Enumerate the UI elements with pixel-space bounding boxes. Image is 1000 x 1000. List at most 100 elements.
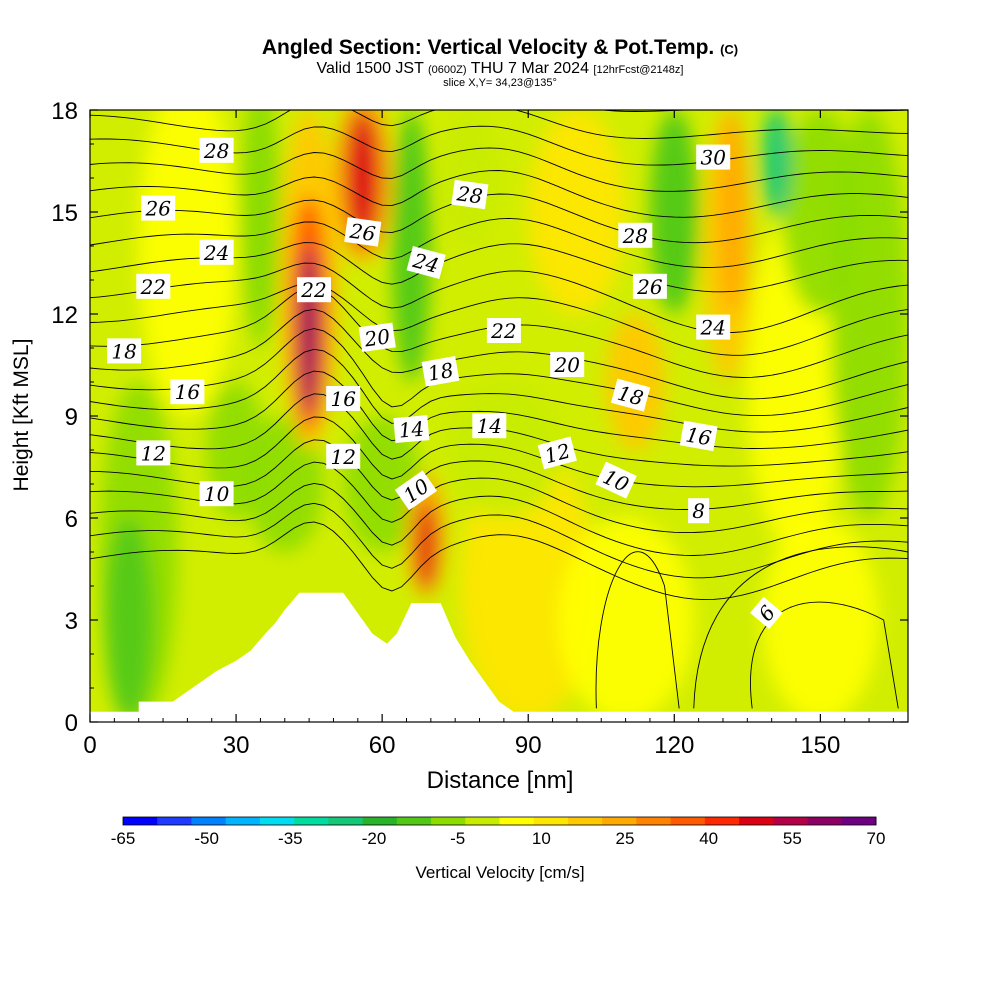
label-text: 12 (330, 445, 355, 469)
colorbar-swatch (773, 817, 809, 825)
x-tick-label: 60 (369, 732, 396, 759)
velocity-blob (528, 110, 626, 314)
colorbar-tick-label: 10 (532, 829, 551, 848)
y-tick-label: 0 (65, 710, 78, 737)
isentrope-line (90, 0, 908, 25)
isentrope-line (90, 20, 908, 68)
label-text: 18 (111, 339, 136, 363)
valid-date: THU 7 Mar 2024 (470, 60, 589, 77)
colorbar-tick-label: -35 (278, 829, 303, 848)
label-text: 26 (144, 197, 171, 221)
isentrope-label: 16 (326, 386, 361, 411)
colorbar-swatch (465, 817, 500, 825)
label-text: 20 (362, 324, 392, 351)
colorbar-swatch (704, 817, 740, 825)
units-mark: (C) (720, 42, 739, 57)
colorbar-frame (122, 816, 877, 826)
label-box (394, 470, 438, 511)
isentrope-label: 14 (393, 415, 430, 444)
label-box (406, 246, 446, 279)
colorbar-tick-label: -50 (194, 829, 219, 848)
isentrope-line (90, 217, 908, 268)
label-text: 24 (203, 241, 229, 265)
colorbar-tick-label: 55 (783, 829, 802, 848)
isentrope-label: 28 (618, 222, 653, 248)
colorbar-swatch (191, 817, 227, 825)
isentrope-label: 26 (344, 217, 382, 247)
label-text: 16 (330, 387, 356, 411)
label-box (297, 277, 331, 303)
isentrope-label: 12 (537, 436, 577, 470)
colorbar-swatch (225, 817, 261, 825)
isentropes (90, 0, 908, 709)
velocity-blob (299, 246, 319, 416)
label-box (136, 273, 171, 299)
isentrope-label: 20 (358, 322, 396, 353)
slice-info: slice X,Y= 34,23@135° (443, 77, 557, 89)
isentrope-line (90, 0, 908, 46)
label-text: 26 (636, 275, 663, 299)
label-box (199, 239, 234, 265)
colorbar-swatch (567, 817, 603, 825)
colorbar-tick-label: 25 (616, 829, 635, 848)
label-text: 14 (477, 414, 502, 438)
label-box (141, 195, 176, 221)
label-text: 26 (347, 219, 377, 246)
label-text: 8 (692, 499, 705, 523)
colorbar-swatch (431, 817, 466, 825)
colorbar-swatch (841, 817, 877, 825)
isentrope-label: 22 (486, 318, 521, 343)
label-text: 16 (684, 422, 714, 450)
terrain (90, 592, 908, 722)
axes: 0 30 60 90 120 150 0 3 6 9 12 15 18 (51, 98, 908, 759)
isentrope-label: 12 (326, 443, 361, 469)
isentrope-line (90, 110, 908, 139)
isentrope-label: 16 (679, 420, 718, 452)
label-text: 28 (622, 224, 648, 248)
label-text: 22 (140, 275, 166, 299)
colorbar-tick-label: -20 (362, 829, 387, 848)
x-axis-label: Distance [nm] (426, 767, 574, 794)
label-box (199, 137, 234, 163)
isentrope-label: 28 (199, 137, 234, 163)
colorbar-swatch (396, 817, 432, 825)
label-text: 20 (553, 353, 580, 377)
isentrope-labels: 2826242218161210222620161224281814101422… (107, 137, 783, 629)
label-box (199, 481, 234, 507)
valid-local: Valid 1500 JST (316, 60, 424, 77)
isentrope-line (90, 328, 908, 417)
label-box (326, 386, 361, 411)
velocity-blob (416, 501, 436, 590)
label-text: 18 (426, 358, 455, 386)
isentrope-line (693, 546, 908, 709)
isentrope-line (750, 601, 899, 709)
velocity-blob (557, 518, 694, 722)
valid-time: Valid 1500 JST (0600Z) THU 7 Mar 2024 [1… (0, 60, 1000, 79)
label-box (610, 378, 651, 412)
label-box (688, 498, 710, 524)
isentrope-line (90, 262, 908, 333)
y-tick-label: 6 (65, 506, 78, 533)
colorbar-label: Vertical Velocity [cm/s] (415, 863, 585, 882)
x-tick-label: 120 (654, 732, 694, 759)
label-box (393, 415, 430, 444)
isentrope-label: 12 (136, 440, 171, 466)
colorbar-tick-label: -65 (111, 829, 136, 848)
label-text: 30 (700, 146, 726, 170)
isentrope-line (90, 283, 908, 356)
label-text: 10 (204, 482, 230, 506)
velocity-blob (240, 110, 280, 314)
velocity-blob (440, 110, 499, 246)
label-box (136, 440, 171, 466)
colorbar-swatch (670, 817, 706, 825)
label-box (632, 273, 667, 299)
isentrope-line (598, 110, 908, 112)
isentrope-line (90, 502, 908, 579)
label-box (595, 461, 637, 499)
isentrope-label: 16 (170, 379, 205, 405)
label-box (421, 356, 460, 387)
label-box (451, 179, 489, 210)
label-box (750, 596, 783, 629)
y-tick-label: 3 (65, 608, 78, 635)
colorbar-swatch (294, 817, 329, 825)
